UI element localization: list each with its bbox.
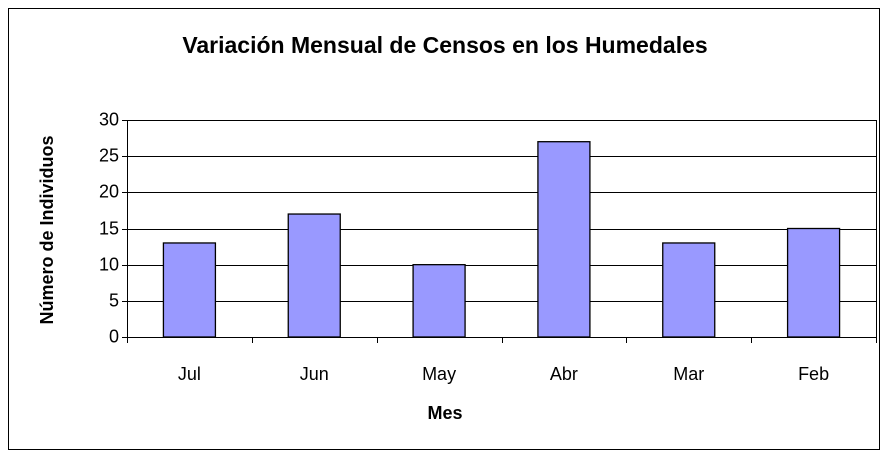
x-tick-label: Jul xyxy=(178,364,201,384)
bar xyxy=(287,213,341,338)
y-tick-label: 25 xyxy=(99,145,119,165)
y-tick-label: 20 xyxy=(99,181,119,201)
x-tick-label: Mar xyxy=(673,364,704,384)
x-axis-title: Mes xyxy=(427,403,462,423)
bar xyxy=(662,242,716,338)
bar xyxy=(412,264,466,338)
bar xyxy=(537,141,591,338)
y-tick-label: 10 xyxy=(99,254,119,274)
bar xyxy=(786,227,841,338)
y-tick-label: 30 xyxy=(99,109,119,129)
x-tick-label: Jun xyxy=(300,364,329,384)
y-tick-label: 15 xyxy=(99,218,119,238)
y-tick-label: 5 xyxy=(109,290,119,310)
x-tick-label: May xyxy=(422,364,456,384)
y-tick-label: 0 xyxy=(109,326,119,346)
bar xyxy=(162,242,217,338)
chart-title: Variación Mensual de Censos en los Humed… xyxy=(182,32,707,58)
x-tick-label: Feb xyxy=(798,364,829,384)
x-tick-label: Abr xyxy=(550,364,578,384)
y-axis-title: Número de Individuos xyxy=(37,135,57,324)
